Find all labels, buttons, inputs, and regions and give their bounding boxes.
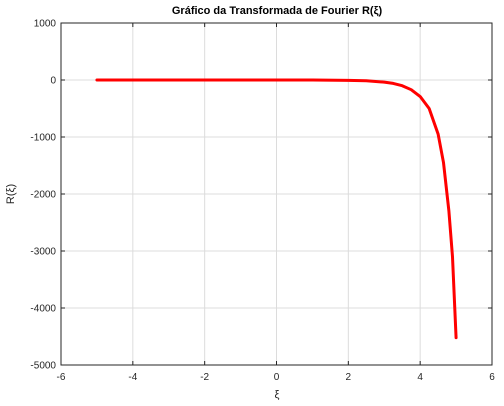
chart-title: Gráfico da Transformada de Fourier R(ξ) <box>172 5 383 17</box>
y-tick-label: 0 <box>50 76 56 87</box>
plot-frame <box>60 22 493 366</box>
y-tick-label: 1000 <box>34 19 57 30</box>
y-tick-label: -4000 <box>30 304 56 315</box>
y-tick-label: -3000 <box>30 247 56 258</box>
x-tick-label: 2 <box>346 372 352 383</box>
series-line <box>95 78 458 340</box>
y-axis-label: R(ξ) <box>5 184 17 204</box>
x-axis-label: ξ <box>275 389 280 401</box>
x-tick-label: -2 <box>200 372 209 383</box>
x-tick-label: -4 <box>128 372 137 383</box>
x-tick-label: 4 <box>417 372 423 383</box>
y-tick-label: -2000 <box>30 190 56 201</box>
x-tick-label: 0 <box>274 372 280 383</box>
x-tick-label: -6 <box>57 372 66 383</box>
y-tick-label: -5000 <box>30 361 56 372</box>
grid <box>60 22 493 366</box>
y-tick-label: -1000 <box>30 133 56 144</box>
series-layer <box>95 78 458 340</box>
axis-ticks: -6 -4 -2 0 2 4 6 1000 0 -1000 -2000 -3000 -4000 -5000 <box>30 19 495 384</box>
x-tick-label: 6 <box>489 372 495 383</box>
